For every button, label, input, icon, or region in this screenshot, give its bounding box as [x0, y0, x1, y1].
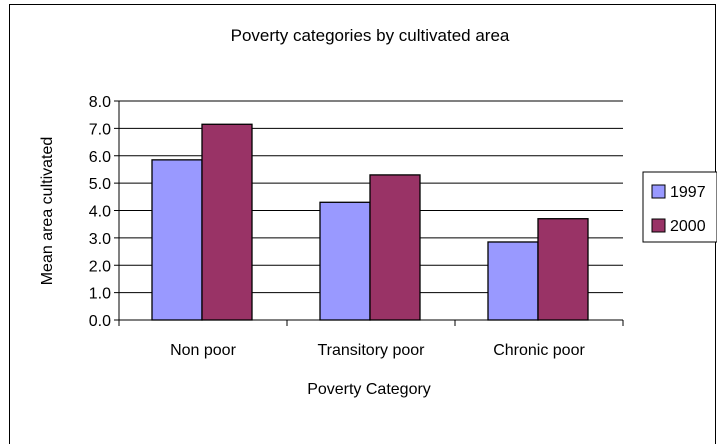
y-tick-label: 5.0	[89, 176, 111, 193]
y-tick-label: 1.0	[89, 286, 111, 303]
legend-label: 2000	[670, 218, 706, 235]
y-tick-label: 6.0	[89, 149, 111, 166]
axes	[118, 101, 623, 321]
x-tick-label: Non poor	[170, 342, 236, 359]
bars	[151, 123, 589, 321]
y-axis-ticks: 0.0 1.0 2.0 3.0 4.0 5.0 6.0 7.0 8.0	[89, 94, 119, 330]
y-tick-label: 0.0	[89, 313, 111, 330]
x-axis-title: Poverty Category	[307, 381, 431, 398]
x-tick-label: Transitory poor	[318, 342, 426, 359]
bar-2000-non-poor	[201, 123, 253, 321]
bar-1997-non-poor	[151, 159, 203, 321]
legend-swatch	[651, 184, 666, 199]
chart-title: Poverty categories by cultivated area	[231, 26, 510, 45]
y-tick-label: 2.0	[89, 258, 111, 275]
bar-1997-transitory-poor	[319, 201, 371, 321]
bar-chart: Poverty categories by cultivated area Me…	[39, 26, 717, 398]
y-tick-label: 8.0	[89, 94, 111, 111]
x-axis-ticks: Non poor Transitory poor Chronic poor	[118, 320, 624, 359]
bar-1997-chronic-poor	[487, 241, 539, 321]
y-tick-label: 4.0	[89, 204, 111, 221]
y-axis-title: Mean area cultivated	[39, 137, 56, 286]
bar-2000-transitory-poor	[369, 174, 421, 321]
y-tick-label: 7.0	[89, 121, 111, 138]
y-tick-label: 3.0	[89, 231, 111, 248]
x-tick-label: Chronic poor	[493, 342, 585, 359]
legend: 1997 2000	[642, 171, 717, 243]
legend-label: 1997	[670, 184, 706, 201]
bar-2000-chronic-poor	[537, 218, 589, 321]
legend-swatch	[651, 218, 666, 233]
